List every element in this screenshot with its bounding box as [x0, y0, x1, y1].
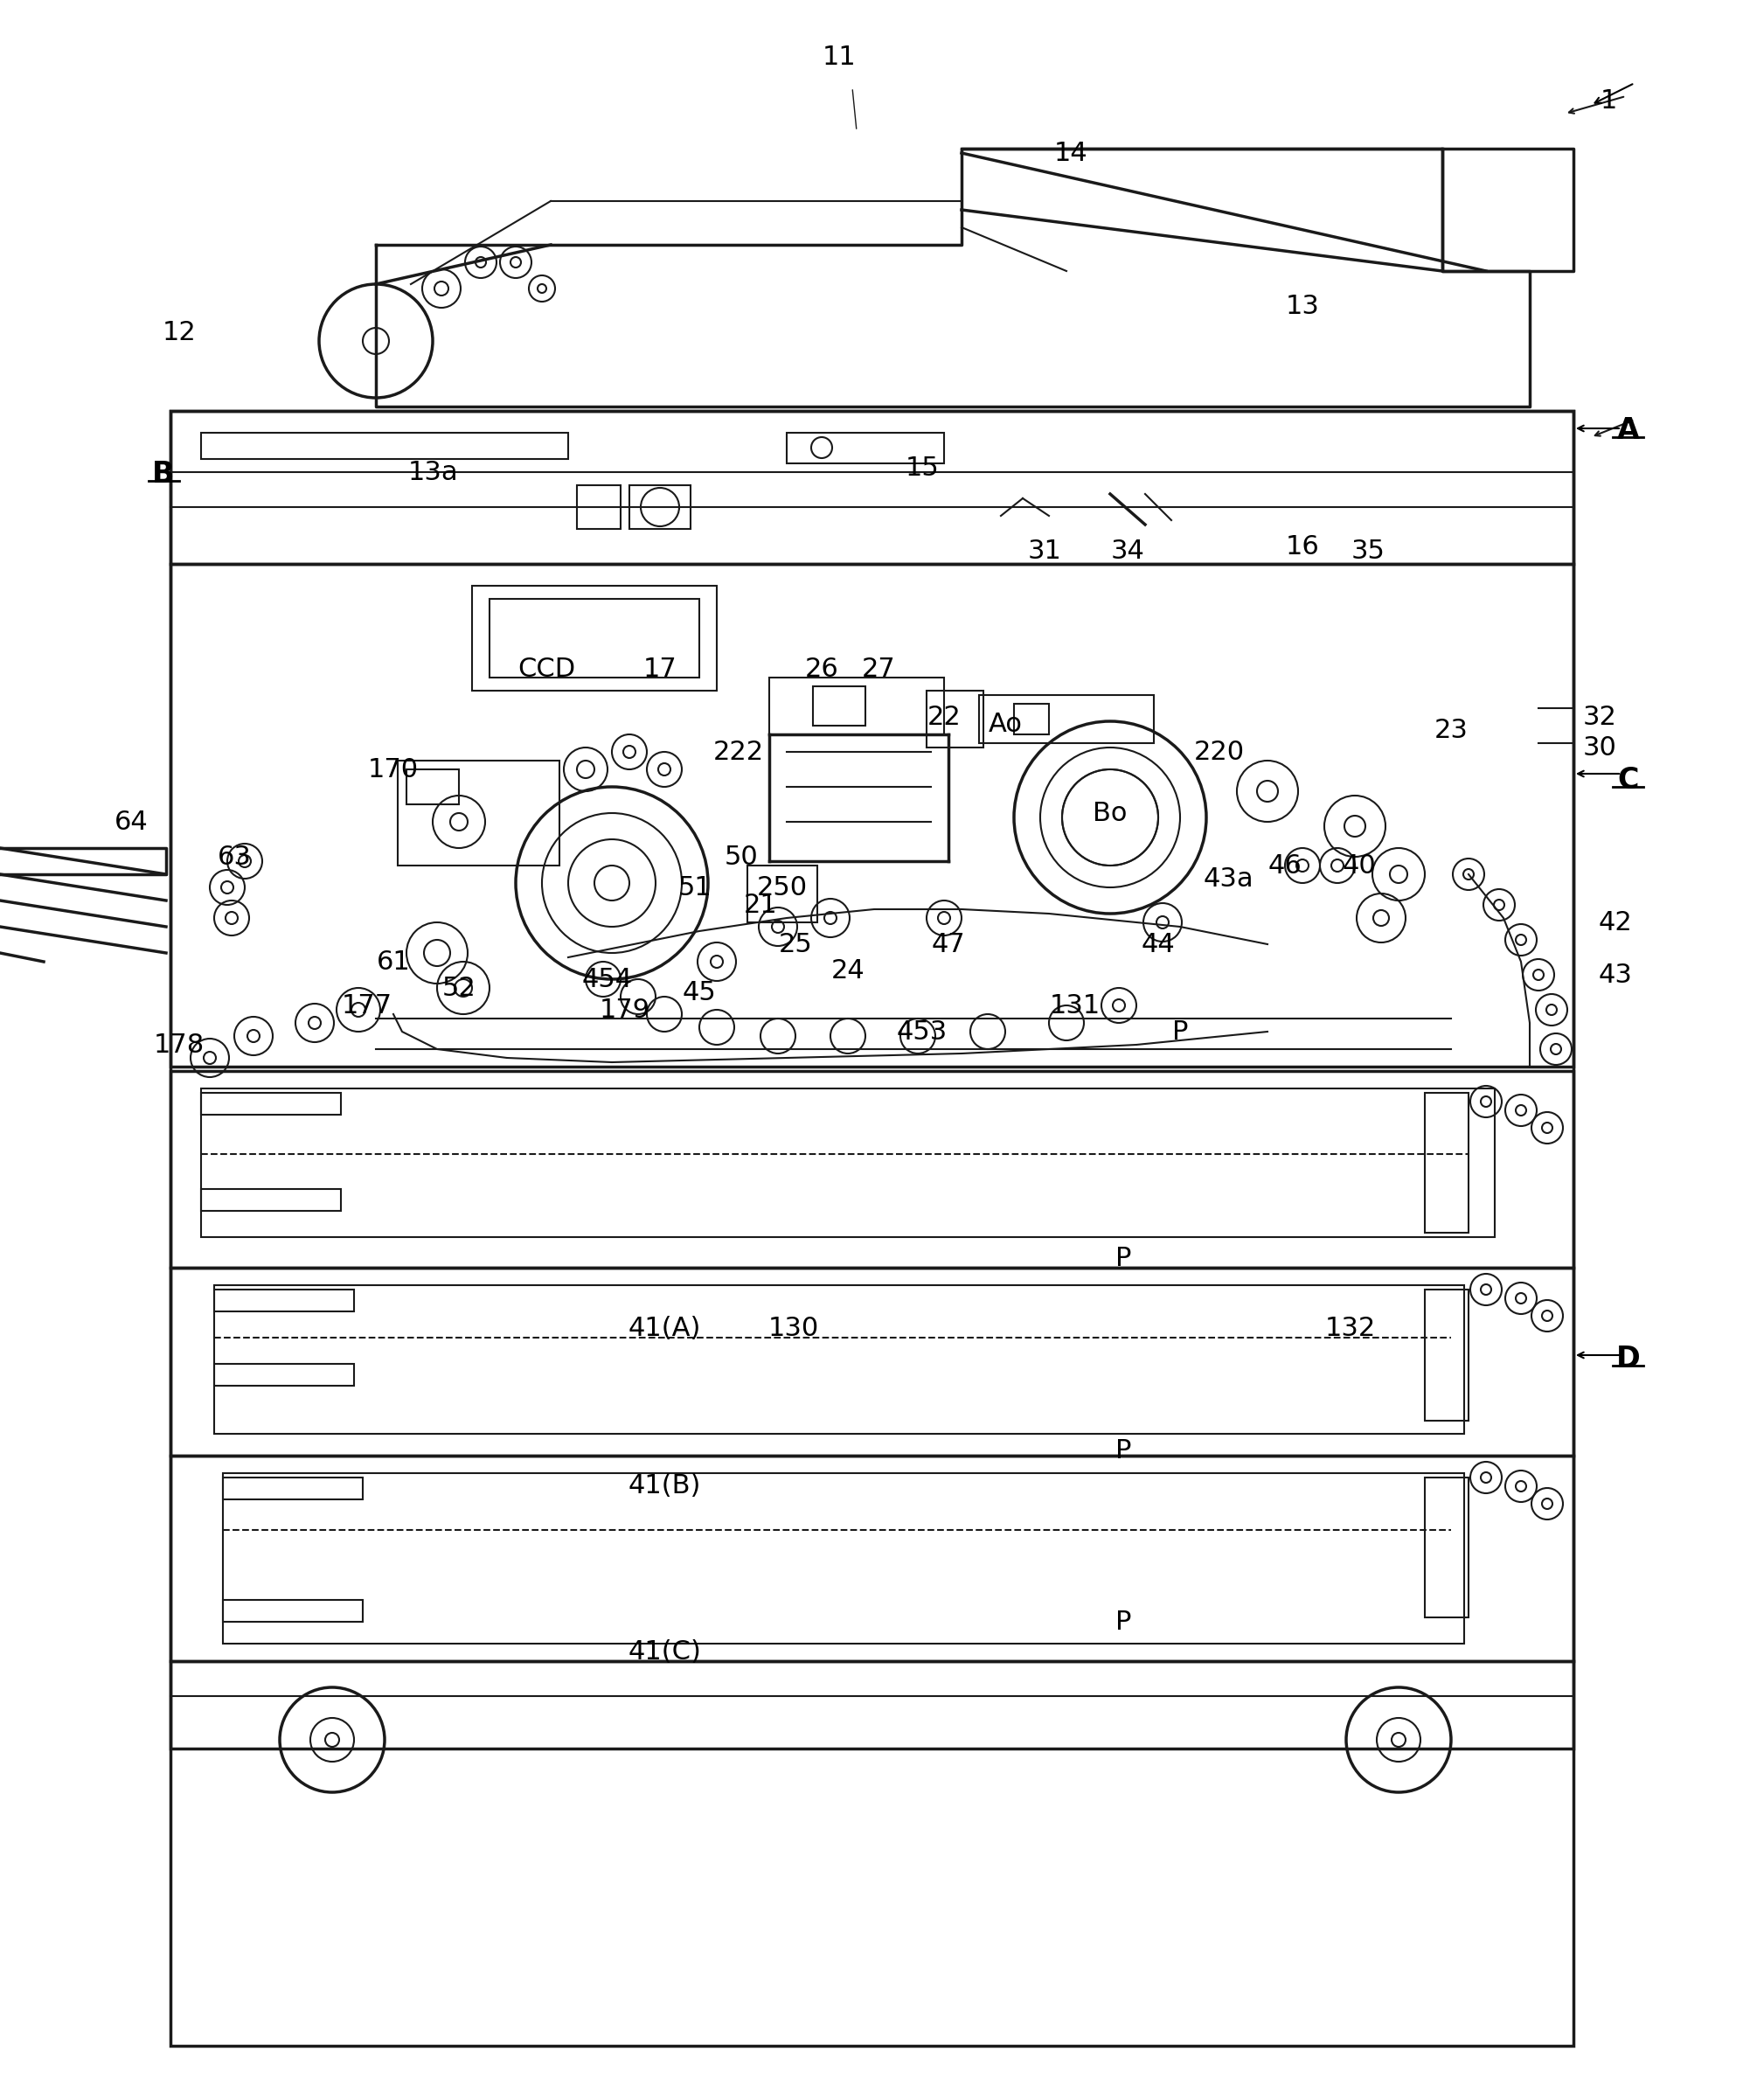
Text: 131: 131	[1049, 993, 1100, 1019]
Bar	[577, 485, 621, 529]
Bar	[927, 691, 983, 748]
Text: 41(C): 41(C)	[627, 1640, 701, 1665]
Text: D: D	[1616, 1346, 1640, 1373]
Text: 41(B): 41(B)	[627, 1474, 701, 1499]
Bar	[1014, 704, 1049, 735]
Bar	[171, 1268, 1574, 1455]
Text: CCD: CCD	[518, 655, 575, 682]
Text: 64: 64	[115, 808, 148, 834]
Bar	[748, 865, 817, 922]
Text: 14: 14	[1055, 141, 1088, 166]
Text: 41(A): 41(A)	[627, 1317, 701, 1342]
Text: 220: 220	[1194, 739, 1245, 764]
Bar	[490, 598, 699, 678]
Text: 24: 24	[831, 958, 865, 983]
Text: 25: 25	[779, 932, 812, 958]
Bar	[171, 1071, 1574, 1268]
Text: 222: 222	[713, 739, 763, 764]
Bar	[1424, 1289, 1469, 1422]
Text: 22: 22	[927, 704, 960, 729]
Text: 16: 16	[1286, 533, 1319, 559]
Text: C: C	[1618, 764, 1638, 794]
Text: P: P	[1116, 1609, 1131, 1634]
Bar	[769, 678, 945, 735]
Bar	[200, 1092, 342, 1115]
Text: 43a: 43a	[1203, 865, 1253, 890]
Text: Ao: Ao	[988, 712, 1021, 737]
Text: 44: 44	[1142, 932, 1175, 958]
Text: 50: 50	[725, 844, 758, 869]
Bar	[171, 412, 1574, 2045]
Bar	[397, 760, 560, 865]
Bar	[472, 586, 716, 691]
Bar	[171, 1661, 1574, 1749]
Text: 63: 63	[218, 844, 251, 869]
Text: 15: 15	[905, 456, 939, 481]
Text: 30: 30	[1583, 735, 1618, 760]
Text: 179: 179	[600, 998, 650, 1023]
Text: 177: 177	[342, 993, 392, 1019]
Text: P: P	[1171, 1019, 1189, 1044]
Polygon shape	[376, 149, 1530, 407]
Bar	[223, 1478, 363, 1499]
Text: 130: 130	[769, 1317, 819, 1342]
Text: 178: 178	[153, 1031, 204, 1058]
Bar	[200, 1189, 342, 1212]
Text: A: A	[1618, 416, 1640, 445]
Text: 11: 11	[823, 44, 856, 69]
Text: 13: 13	[1285, 294, 1319, 319]
Text: 34: 34	[1110, 538, 1145, 563]
Text: 23: 23	[1434, 718, 1468, 743]
Text: B: B	[152, 460, 174, 489]
Text: 454: 454	[582, 966, 633, 991]
Text: P: P	[1116, 1439, 1131, 1464]
Bar	[214, 1363, 354, 1386]
Bar	[786, 433, 945, 464]
Bar	[1424, 1092, 1469, 1233]
Text: 61: 61	[376, 949, 410, 974]
Text: 1: 1	[1600, 88, 1618, 113]
Text: 42: 42	[1598, 909, 1631, 935]
Text: 26: 26	[805, 655, 838, 682]
Text: 47: 47	[931, 932, 966, 958]
Text: 13a: 13a	[408, 460, 458, 485]
Text: 35: 35	[1351, 538, 1386, 563]
Polygon shape	[0, 848, 166, 874]
Text: 170: 170	[368, 756, 418, 781]
Text: 51: 51	[678, 876, 711, 901]
Bar	[406, 769, 458, 804]
Bar	[200, 1088, 1495, 1237]
Text: 17: 17	[643, 655, 676, 682]
Text: 40: 40	[1342, 853, 1377, 878]
Text: 45: 45	[682, 979, 716, 1006]
Bar	[171, 412, 1574, 565]
Text: 132: 132	[1325, 1317, 1375, 1342]
Bar	[1424, 1478, 1469, 1617]
Text: 31: 31	[1028, 538, 1061, 563]
Bar	[223, 1472, 1464, 1644]
Text: 32: 32	[1583, 704, 1618, 729]
Text: 250: 250	[756, 876, 807, 901]
Text: 12: 12	[162, 319, 197, 344]
Text: 52: 52	[443, 974, 476, 1000]
Bar	[171, 1455, 1574, 1661]
Bar	[214, 1289, 354, 1310]
Bar	[980, 695, 1154, 743]
Bar	[223, 1600, 363, 1621]
Circle shape	[1061, 769, 1157, 865]
Text: 21: 21	[744, 893, 777, 918]
Bar	[214, 1285, 1464, 1434]
Bar	[812, 687, 865, 727]
Bar	[200, 433, 568, 460]
Bar	[171, 565, 1574, 1067]
Text: 43: 43	[1598, 962, 1633, 987]
Text: P: P	[1116, 1245, 1131, 1273]
Bar	[629, 485, 690, 529]
Text: 453: 453	[896, 1019, 948, 1044]
Text: 46: 46	[1267, 853, 1302, 878]
Text: Bo: Bo	[1093, 800, 1128, 825]
Text: 27: 27	[861, 655, 896, 682]
